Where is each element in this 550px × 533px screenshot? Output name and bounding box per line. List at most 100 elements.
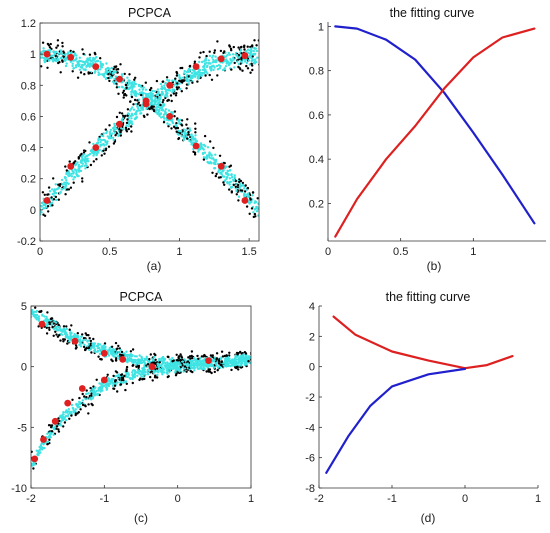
scatter-point (204, 57, 207, 60)
scatter-point (115, 371, 119, 374)
x-tick-label: 0 (175, 493, 181, 505)
scatter-point (66, 342, 69, 345)
scatter-point (34, 463, 37, 466)
scatter-point (108, 79, 111, 83)
scatter-point (188, 355, 192, 358)
scatter-point (187, 133, 190, 136)
scatter-point (27, 469, 29, 471)
scatter-point (85, 392, 88, 396)
x-tick-label: 1 (535, 493, 541, 505)
scatter-point (122, 128, 125, 131)
scatter-point (186, 362, 189, 365)
scatter-point (240, 189, 244, 192)
scatter-point (189, 370, 193, 373)
scatter-point (161, 109, 165, 112)
scatter-point (152, 359, 155, 362)
scatter-point (242, 354, 245, 357)
scatter-point (237, 46, 240, 49)
scatter-point (67, 51, 70, 54)
scatter-point (107, 73, 110, 76)
scatter-point (113, 384, 117, 387)
scatter-point (247, 55, 251, 58)
scatter-point (183, 365, 187, 368)
scatter-point (42, 446, 45, 450)
scatter-point (71, 64, 74, 68)
scatter-point (142, 86, 145, 89)
scatter-point (203, 353, 206, 357)
scatter-point (40, 447, 43, 450)
scatter-point (95, 158, 98, 161)
scatter-point (158, 108, 161, 112)
scatter-point (84, 338, 87, 341)
scatter-point (196, 80, 199, 83)
scatter-point (137, 360, 141, 363)
scatter-point (161, 90, 164, 94)
scatter-point (219, 49, 223, 53)
scatter-point (223, 354, 227, 358)
scatter-point (230, 49, 233, 52)
scatter-point (189, 360, 193, 363)
scatter-point (180, 135, 183, 138)
scatter-point (40, 204, 43, 208)
scatter-point (175, 127, 178, 130)
scatter-point (214, 55, 217, 58)
scatter-point (175, 74, 179, 77)
series-line-2 (334, 27, 536, 238)
scatter-point (245, 64, 248, 68)
scatter-point (155, 79, 159, 83)
scatter-point (95, 389, 98, 393)
scatter-point (253, 39, 256, 42)
scatter-point (90, 394, 93, 397)
scatter-point (158, 96, 161, 99)
scatter-point (37, 315, 41, 318)
scatter-point (137, 109, 141, 112)
scatter-point (186, 360, 189, 363)
scatter-point (126, 361, 129, 364)
scatter-point (174, 94, 178, 97)
scatter-point (113, 77, 116, 81)
scatter-point (162, 113, 166, 116)
scatter-point (145, 107, 148, 111)
scatter-point (113, 348, 117, 352)
scatter-point (52, 177, 55, 180)
scatter-point (169, 369, 172, 373)
scatter-point (63, 57, 67, 60)
scatter-point (55, 198, 58, 202)
scatter-point (100, 383, 103, 386)
scatter-point (162, 359, 166, 362)
scatter-point (159, 103, 162, 107)
scatter-point (224, 356, 228, 360)
scatter-point (101, 347, 104, 350)
scatter-point (225, 177, 228, 181)
scatter-point (147, 92, 150, 96)
scatter-point (72, 59, 76, 62)
scatter-point (116, 68, 120, 71)
scatter-point (126, 108, 130, 111)
scatter-point (246, 67, 250, 70)
scatter-point (28, 467, 30, 469)
scatter-point (209, 140, 212, 143)
center-marker (217, 55, 225, 63)
scatter-point (94, 350, 97, 354)
scatter-point (76, 332, 80, 335)
scatter-point (234, 366, 237, 369)
scatter-point (118, 132, 121, 136)
scatter-point (247, 194, 250, 197)
panel-d-ticks: -2 -1 0 1 -8 -6 -4 -2 0 2 4 (305, 301, 541, 505)
scatter-point (195, 360, 199, 363)
scatter-point (130, 125, 133, 128)
y-tick-label: 0.2 (309, 198, 324, 210)
scatter-point (140, 361, 144, 364)
scatter-point (193, 359, 196, 362)
scatter-point (155, 103, 158, 106)
scatter-point (188, 64, 192, 68)
scatter-point (120, 350, 124, 354)
scatter-point (146, 363, 150, 366)
scatter-point (169, 94, 173, 97)
scatter-point (227, 357, 231, 360)
scatter-point (238, 187, 241, 190)
scatter-point (72, 181, 75, 184)
scatter-point (85, 396, 88, 399)
scatter-point (111, 384, 115, 387)
scatter-point (237, 195, 241, 198)
